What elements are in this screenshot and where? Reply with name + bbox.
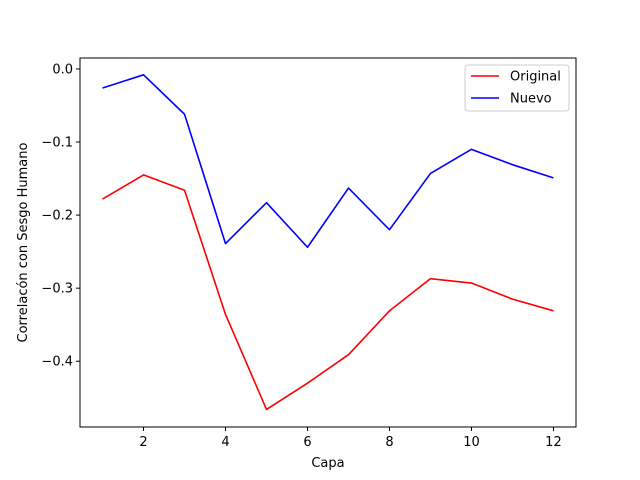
x-tick-label: 2 xyxy=(139,435,147,450)
y-axis-ticks: 0.0 −0.1 −0.2 −0.3 −0.4 xyxy=(41,62,80,370)
legend: Original Nuevo xyxy=(464,64,570,112)
y-tick-label: −0.4 xyxy=(41,355,73,370)
legend-label-original: Original xyxy=(510,70,561,85)
y-tick-label: −0.2 xyxy=(41,209,73,224)
x-axis-label: Capa xyxy=(311,456,344,471)
x-tick-label: 6 xyxy=(303,435,311,450)
y-axis-label: Correlacón con Sesgo Humano xyxy=(16,142,31,342)
x-axis-ticks: 2 4 6 8 10 12 xyxy=(139,427,562,450)
series-line-nuevo xyxy=(102,74,554,249)
y-tick-label: −0.3 xyxy=(41,282,73,297)
x-tick-label: 10 xyxy=(463,435,480,450)
y-tick-label: 0.0 xyxy=(52,62,73,77)
series-line-original xyxy=(102,174,554,411)
x-tick-label: 4 xyxy=(221,435,229,450)
y-tick-label: −0.1 xyxy=(41,136,73,151)
plot-frame xyxy=(79,57,577,428)
plot-layer xyxy=(102,74,554,411)
legend-label-nuevo: Nuevo xyxy=(510,92,552,107)
x-tick-label: 12 xyxy=(545,435,562,450)
x-tick-label: 8 xyxy=(385,435,393,450)
